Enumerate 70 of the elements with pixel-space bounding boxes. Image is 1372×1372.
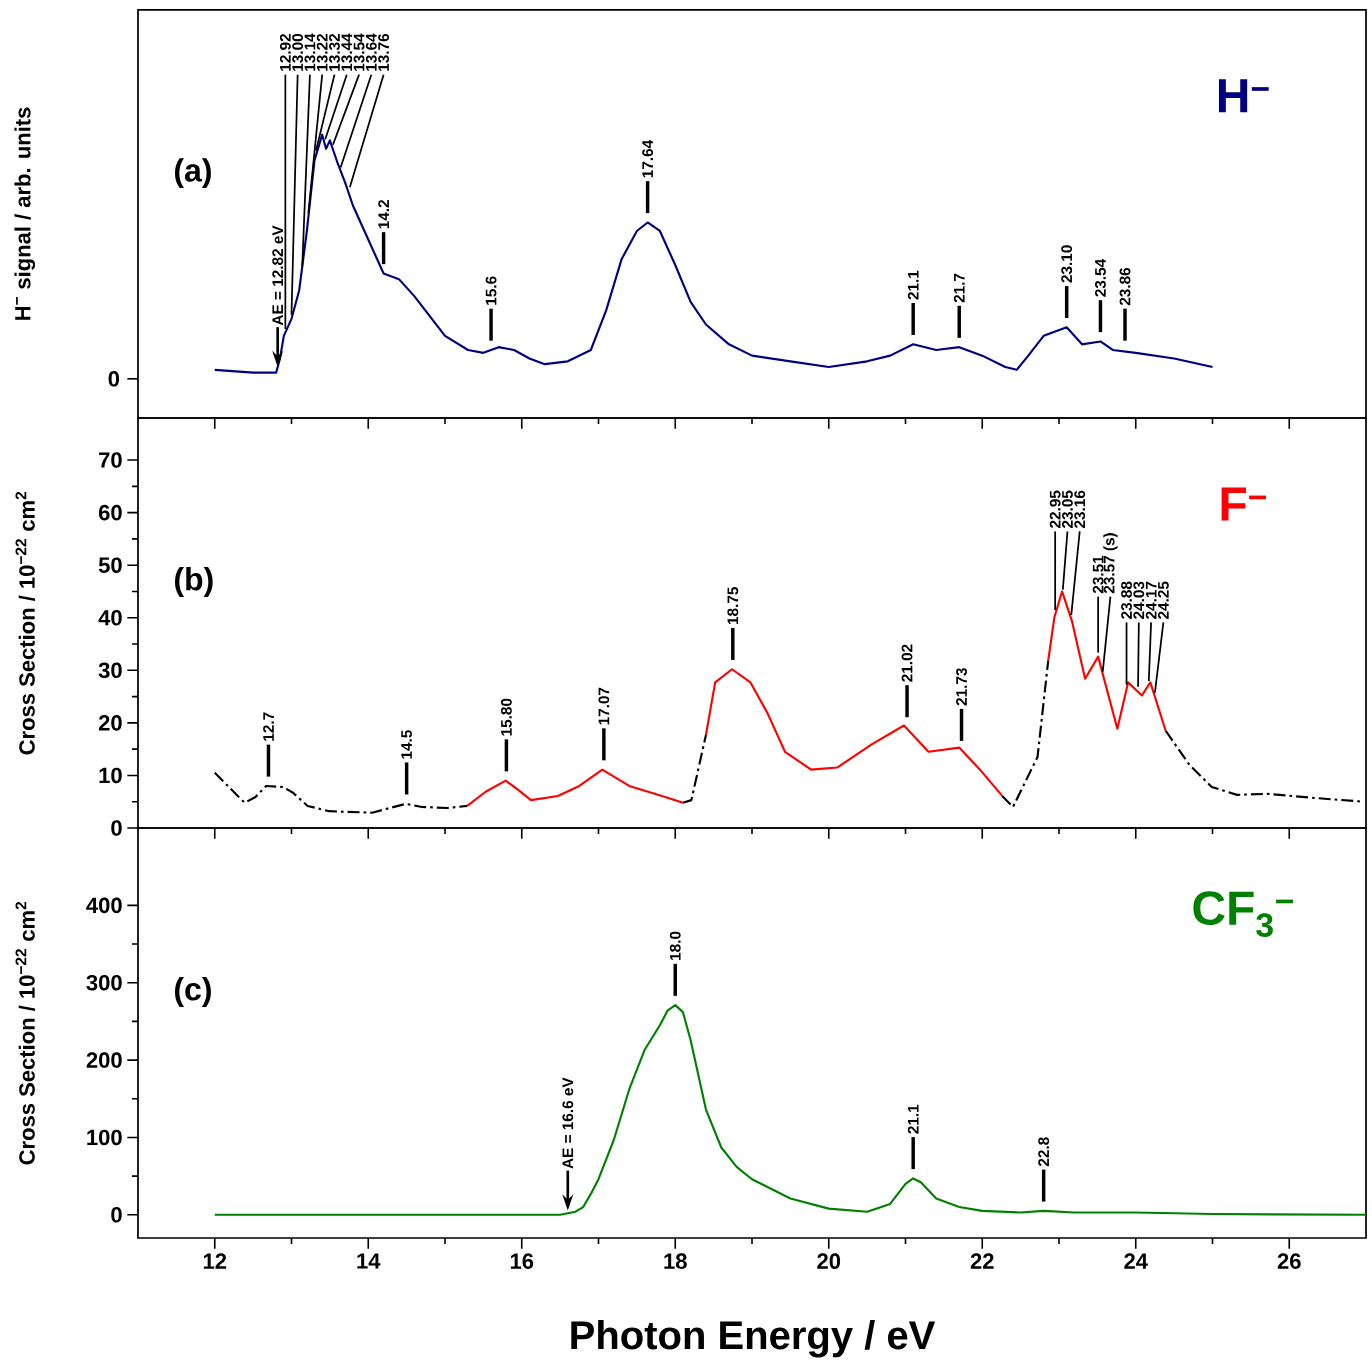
annotation: 13.54	[353, 33, 365, 71]
annotation: (c)	[174, 977, 211, 1007]
annotation: 22.8	[1038, 1137, 1050, 1167]
annotation: 21.73	[956, 668, 967, 706]
annotation: 18.0	[669, 931, 681, 960]
annotation: 12.7	[263, 712, 274, 741]
y-tick-label: 50	[98, 557, 122, 573]
x-tick-label: 14	[357, 1253, 381, 1269]
annotation: 24.17	[1145, 581, 1157, 619]
y-tick-label: 0	[111, 820, 122, 836]
annotation: 13.76	[378, 33, 390, 71]
text: H$^{−}$	[1218, 79, 1269, 113]
annotation: 14.5	[401, 730, 412, 759]
line-series	[213, 1004, 1368, 1216]
y-tick-label: 400	[86, 897, 122, 914]
annotation: 13.64	[365, 33, 377, 71]
annotation: 13.14	[304, 33, 316, 71]
annotation: 22.95	[1049, 490, 1061, 528]
annotation: 21.02	[901, 644, 913, 682]
annotation: 24.03	[1133, 581, 1145, 619]
y-axis-title: H$^{−}$ signal / arb. units	[14, 107, 36, 320]
y-tick-label: 30	[98, 662, 122, 679]
x-tick-label: 26	[1277, 1253, 1301, 1269]
annotation: (b)	[174, 567, 213, 597]
annotation: 23.10	[1061, 245, 1073, 283]
annotation: 17.07	[598, 687, 610, 725]
annotation: AE = 12.82 eV	[272, 225, 284, 326]
x-tick-label: 16	[510, 1253, 534, 1269]
annotation: 23.16	[1074, 490, 1086, 528]
annotation: AE = 16.6 eV	[562, 1077, 574, 1169]
annotation: 17.64	[642, 139, 654, 178]
y-tick-label: 100	[87, 1129, 122, 1146]
x-tick-label: 20	[817, 1253, 841, 1269]
x-tick-label: 18	[664, 1253, 687, 1269]
annotation: 24.25	[1157, 581, 1169, 619]
text: CF$_{3}$−	[1193, 891, 1293, 938]
annotation: 23.05	[1062, 490, 1073, 528]
y-tick-label: 200	[86, 1052, 122, 1068]
annotation: 23.57 (s)	[1103, 533, 1118, 594]
annotation: 13.22	[316, 33, 328, 71]
x-tick-label: 24	[1124, 1253, 1148, 1269]
annotation: 23.88	[1121, 581, 1132, 619]
y-axis-title: Cross Section / 10$^{−22}$ cm$^{2}$	[15, 901, 36, 1165]
annotation: 15.80	[500, 698, 512, 736]
annotation: (a)	[174, 158, 211, 189]
x-axis-title: Photon Energy / eV	[571, 1320, 936, 1358]
annotation: 12.92	[279, 33, 291, 71]
annotation: 14.2	[378, 200, 389, 229]
y-tick-label: 20	[98, 715, 122, 731]
x-tick-label: 12	[203, 1253, 227, 1269]
annotation: 23.86	[1119, 267, 1131, 306]
annotation: 21.7	[953, 273, 965, 303]
y-tick-label: 70	[99, 452, 122, 468]
annotation: 21.1	[907, 1104, 919, 1134]
annotation: 23.54	[1095, 258, 1106, 297]
annotation: 23.51	[1092, 555, 1104, 594]
text: F$^{−}$	[1221, 487, 1266, 521]
annotation: 13.32	[329, 33, 340, 71]
x-tick-label: 22	[970, 1253, 994, 1269]
y-tick-label: 0	[111, 1207, 122, 1223]
annotation: 13.44	[341, 33, 353, 71]
y-tick-label: 300	[86, 974, 122, 991]
y-tick-label: 60	[98, 504, 122, 521]
annotation: 21.1	[907, 270, 919, 300]
y-axis-title: Cross Section / 10$^{−22}$ cm$^{2}$	[15, 491, 36, 755]
annotation: 13.00	[292, 33, 304, 71]
y-tick-label: 40	[98, 609, 122, 626]
annotation: 18.75	[727, 587, 739, 625]
annotation: 15.6	[485, 276, 497, 305]
y-tick-label: 10	[99, 767, 122, 784]
